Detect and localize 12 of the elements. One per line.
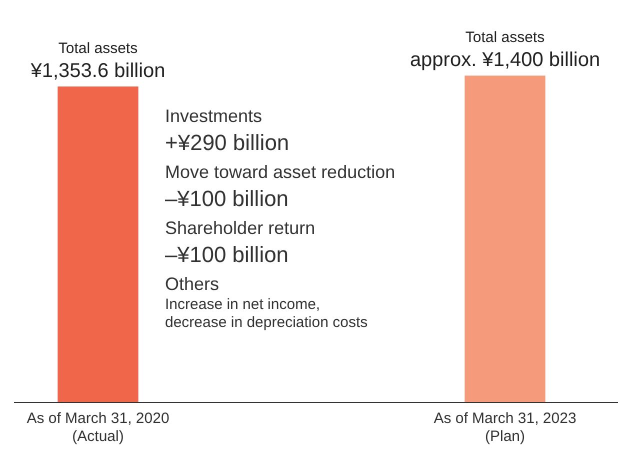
data-label: Total assets ¥1,353.6 billion [30,40,166,82]
annotation: Increase in net income, decrease in depreciation costs [165,296,369,332]
x-tick-label: As of March 31, 2023 (Plan) [434,410,576,446]
annotation: Investments [165,106,264,128]
annotation: –¥100 billion [165,186,290,212]
annotation: –¥100 billion [165,242,290,268]
annotation: Shareholder return [165,218,316,240]
annotation: +¥290 billion [165,130,290,156]
data-label: Total assets approx. ¥1,400 billion [410,29,600,71]
x-tick-label: As of March 31, 2020 (Actual) [26,410,170,446]
annotation: Move toward asset reduction [165,162,396,184]
annotation: Others [165,274,220,296]
